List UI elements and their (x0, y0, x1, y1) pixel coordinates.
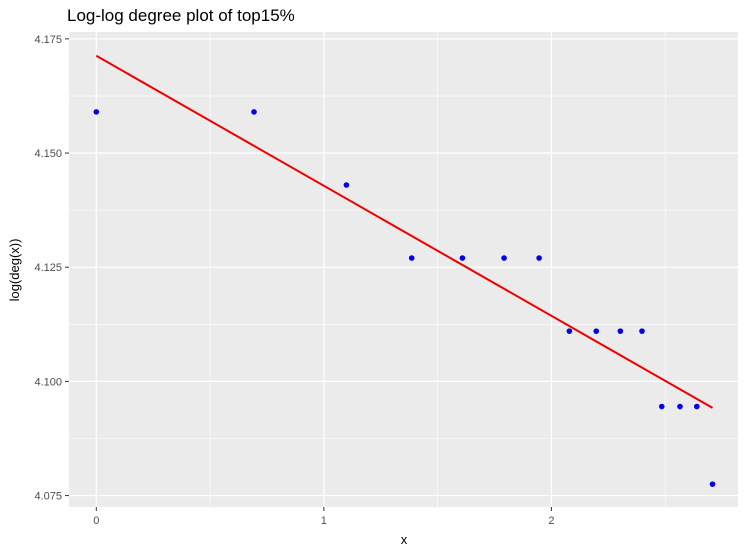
data-point (536, 255, 542, 261)
data-point (677, 403, 683, 410)
fit-line-group (95, 54, 714, 409)
regression-line (95, 54, 714, 409)
y-tick-label: 4.100 (34, 376, 62, 388)
data-point (658, 403, 665, 410)
data-point (694, 403, 700, 410)
y-tick-label: 4.075 (34, 491, 62, 503)
y-tick-label: 4.125 (34, 262, 62, 274)
y-axis-title: log(deg(x)) (7, 239, 22, 302)
data-point (343, 182, 350, 188)
plot-panel (69, 32, 738, 507)
x-tick-label: 1 (321, 515, 327, 527)
x-tick-labels: 0 1 2 (93, 515, 554, 527)
data-point (566, 328, 573, 334)
data-point (459, 255, 466, 261)
data-point (639, 328, 645, 334)
x-tick-label: 0 (93, 515, 99, 527)
major-gridlines (69, 32, 738, 507)
data-point (251, 109, 257, 115)
y-tick-label: 4.150 (34, 148, 62, 160)
data-point (501, 255, 507, 261)
minor-gridlines (69, 32, 738, 507)
data-point (617, 328, 624, 334)
data-point (93, 109, 100, 115)
y-tick-labels: 4.075 4.100 4.125 4.150 4.175 (34, 34, 62, 503)
data-point (408, 255, 415, 261)
y-tick-label: 4.175 (34, 34, 62, 46)
data-point (709, 481, 716, 487)
data-point (593, 328, 600, 334)
x-axis-title: x (401, 532, 408, 547)
x-tick-label: 2 (548, 515, 554, 527)
data-points (93, 109, 716, 487)
chart-title: Log-log degree plot of top15% (67, 6, 295, 25)
axis-ticks (65, 38, 552, 511)
